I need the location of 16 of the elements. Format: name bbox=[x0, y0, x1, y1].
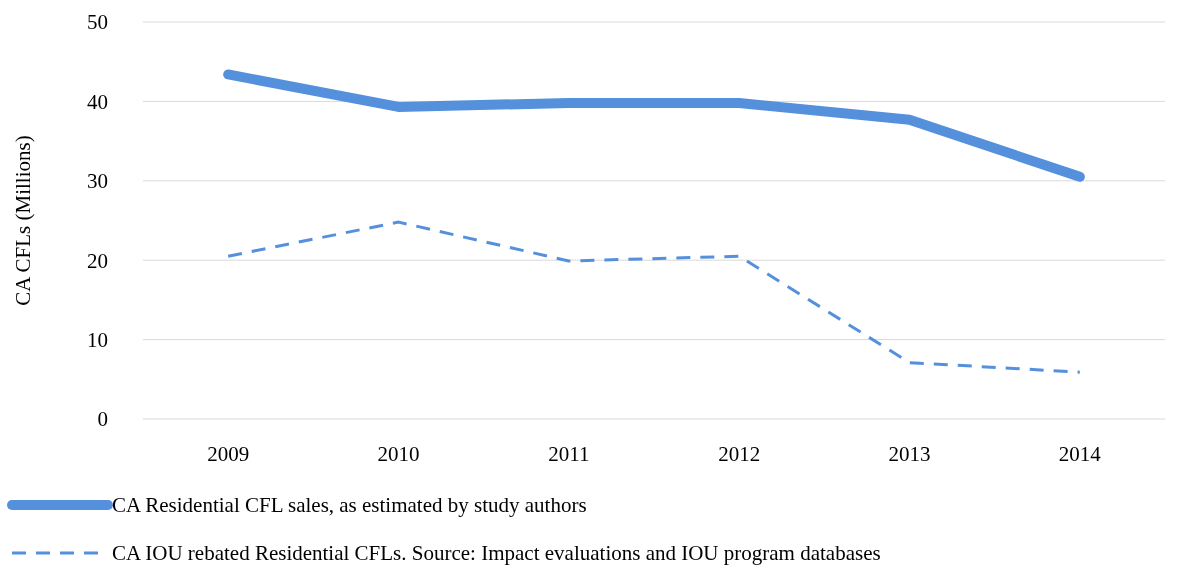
x-tick-label: 2013 bbox=[888, 442, 931, 466]
x-tick-label: 2010 bbox=[377, 442, 420, 466]
legend-label: CA IOU rebated Residential CFLs. Source: Impact evaluations and IOU program databases bbox=[112, 541, 881, 566]
y-tick-label: 40 bbox=[87, 89, 108, 114]
x-tick-label: 2014 bbox=[1058, 442, 1102, 466]
y-tick-label: 20 bbox=[87, 248, 108, 273]
x-tick-label: 2009 bbox=[207, 442, 250, 466]
y-tick-label: 50 bbox=[87, 10, 108, 35]
x-tick-label: 2012 bbox=[718, 442, 761, 466]
y-axis-title: CA CFLs (Millions) bbox=[11, 135, 35, 306]
legend-label: CA Residential CFL sales, as estimated by study authors bbox=[112, 493, 587, 518]
x-tick-label: 2011 bbox=[548, 442, 590, 466]
y-tick-label: 10 bbox=[87, 327, 108, 352]
y-tick-label: 0 bbox=[97, 407, 108, 432]
line-series bbox=[226, 220, 1082, 374]
y-tick-label: 30 bbox=[87, 169, 108, 194]
